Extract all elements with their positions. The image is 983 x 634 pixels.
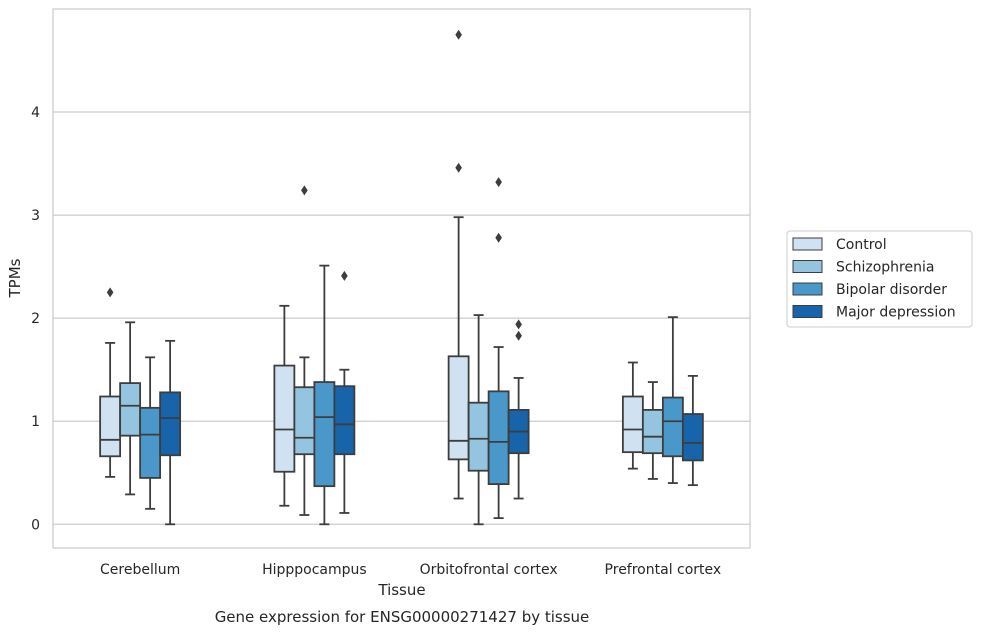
box-1-3 — [333, 270, 356, 514]
y-tick-label-2: 2 — [31, 311, 40, 327]
legend-label-3: Major depression — [836, 305, 956, 321]
legend-swatch-3 — [792, 305, 823, 318]
box-body — [621, 395, 644, 454]
box-body — [681, 413, 704, 462]
x-tick-label-2: Orbitofrontal cortex — [420, 562, 558, 578]
legend-label-1: Schizophrenia — [836, 260, 934, 276]
box-2-2 — [487, 177, 510, 520]
box-0-2 — [139, 356, 162, 510]
box-body — [99, 395, 122, 458]
outlier-point-0 — [495, 232, 502, 243]
legend-swatch-2 — [792, 282, 823, 296]
outlier-point-1 — [495, 177, 502, 188]
box-body — [447, 355, 470, 461]
legend-swatch-0 — [792, 237, 823, 251]
outlier-point-0 — [515, 330, 522, 341]
box-0-0 — [99, 287, 122, 478]
box-2-3 — [507, 319, 530, 500]
box-1-0 — [273, 304, 296, 507]
box-3-0 — [621, 361, 644, 470]
plot-area-border — [52, 8, 751, 549]
box-body — [487, 390, 510, 486]
y-tick-labels: 0 1 2 3 4 — [31, 105, 40, 533]
box-groups — [99, 29, 704, 526]
y-tick-label-3: 3 — [31, 208, 40, 224]
legend-label-2: Bipolar disorder — [836, 282, 947, 298]
outlier-point-0 — [455, 162, 462, 173]
box-3-2 — [661, 316, 684, 484]
box-body — [661, 396, 684, 458]
box-body — [641, 409, 664, 455]
box-2-0 — [447, 29, 470, 500]
legend: Control Schizophrenia Bipolar disorder Majo… — [786, 230, 973, 328]
y-tick-label-0: 0 — [31, 517, 40, 533]
box-body — [273, 364, 296, 473]
y-tick-label-4: 4 — [31, 105, 40, 121]
outlier-point-0 — [341, 270, 348, 281]
y-tick-label-1: 1 — [31, 414, 40, 430]
box-body — [119, 382, 142, 437]
x-tick-labels: Cerebellum Hipppocampus Orbitofrontal cort… — [100, 562, 721, 578]
outlier-point-0 — [106, 287, 114, 298]
legend-swatch-1 — [792, 260, 823, 273]
chart-title: Gene expression for ENSG00000271427 by t… — [215, 608, 590, 626]
outlier-point-0 — [301, 185, 308, 196]
box-body — [159, 391, 182, 457]
x-tick-label-1: Hipppocampus — [262, 562, 367, 578]
box-3-1 — [641, 381, 664, 480]
outlier-point-1 — [515, 319, 522, 330]
y-axis-label: TPMs — [6, 258, 24, 298]
x-tick-label-3: Prefrontal cortex — [605, 562, 722, 578]
box-body — [333, 385, 356, 456]
box-body — [139, 406, 162, 479]
box-1-2 — [313, 264, 336, 526]
x-tick-label-0: Cerebellum — [100, 562, 180, 578]
box-body — [293, 386, 316, 456]
x-axis-label: Tissue — [377, 581, 425, 599]
box-0-1 — [119, 321, 142, 496]
box-0-3 — [159, 339, 182, 526]
legend-frame — [786, 230, 973, 328]
box-2-1 — [467, 314, 490, 526]
box-1-1 — [293, 185, 316, 516]
box-3-3 — [681, 374, 704, 487]
box-body — [467, 401, 490, 472]
legend-label-0: Control — [836, 237, 887, 253]
box-body — [313, 381, 336, 488]
outlier-point-1 — [455, 29, 462, 40]
